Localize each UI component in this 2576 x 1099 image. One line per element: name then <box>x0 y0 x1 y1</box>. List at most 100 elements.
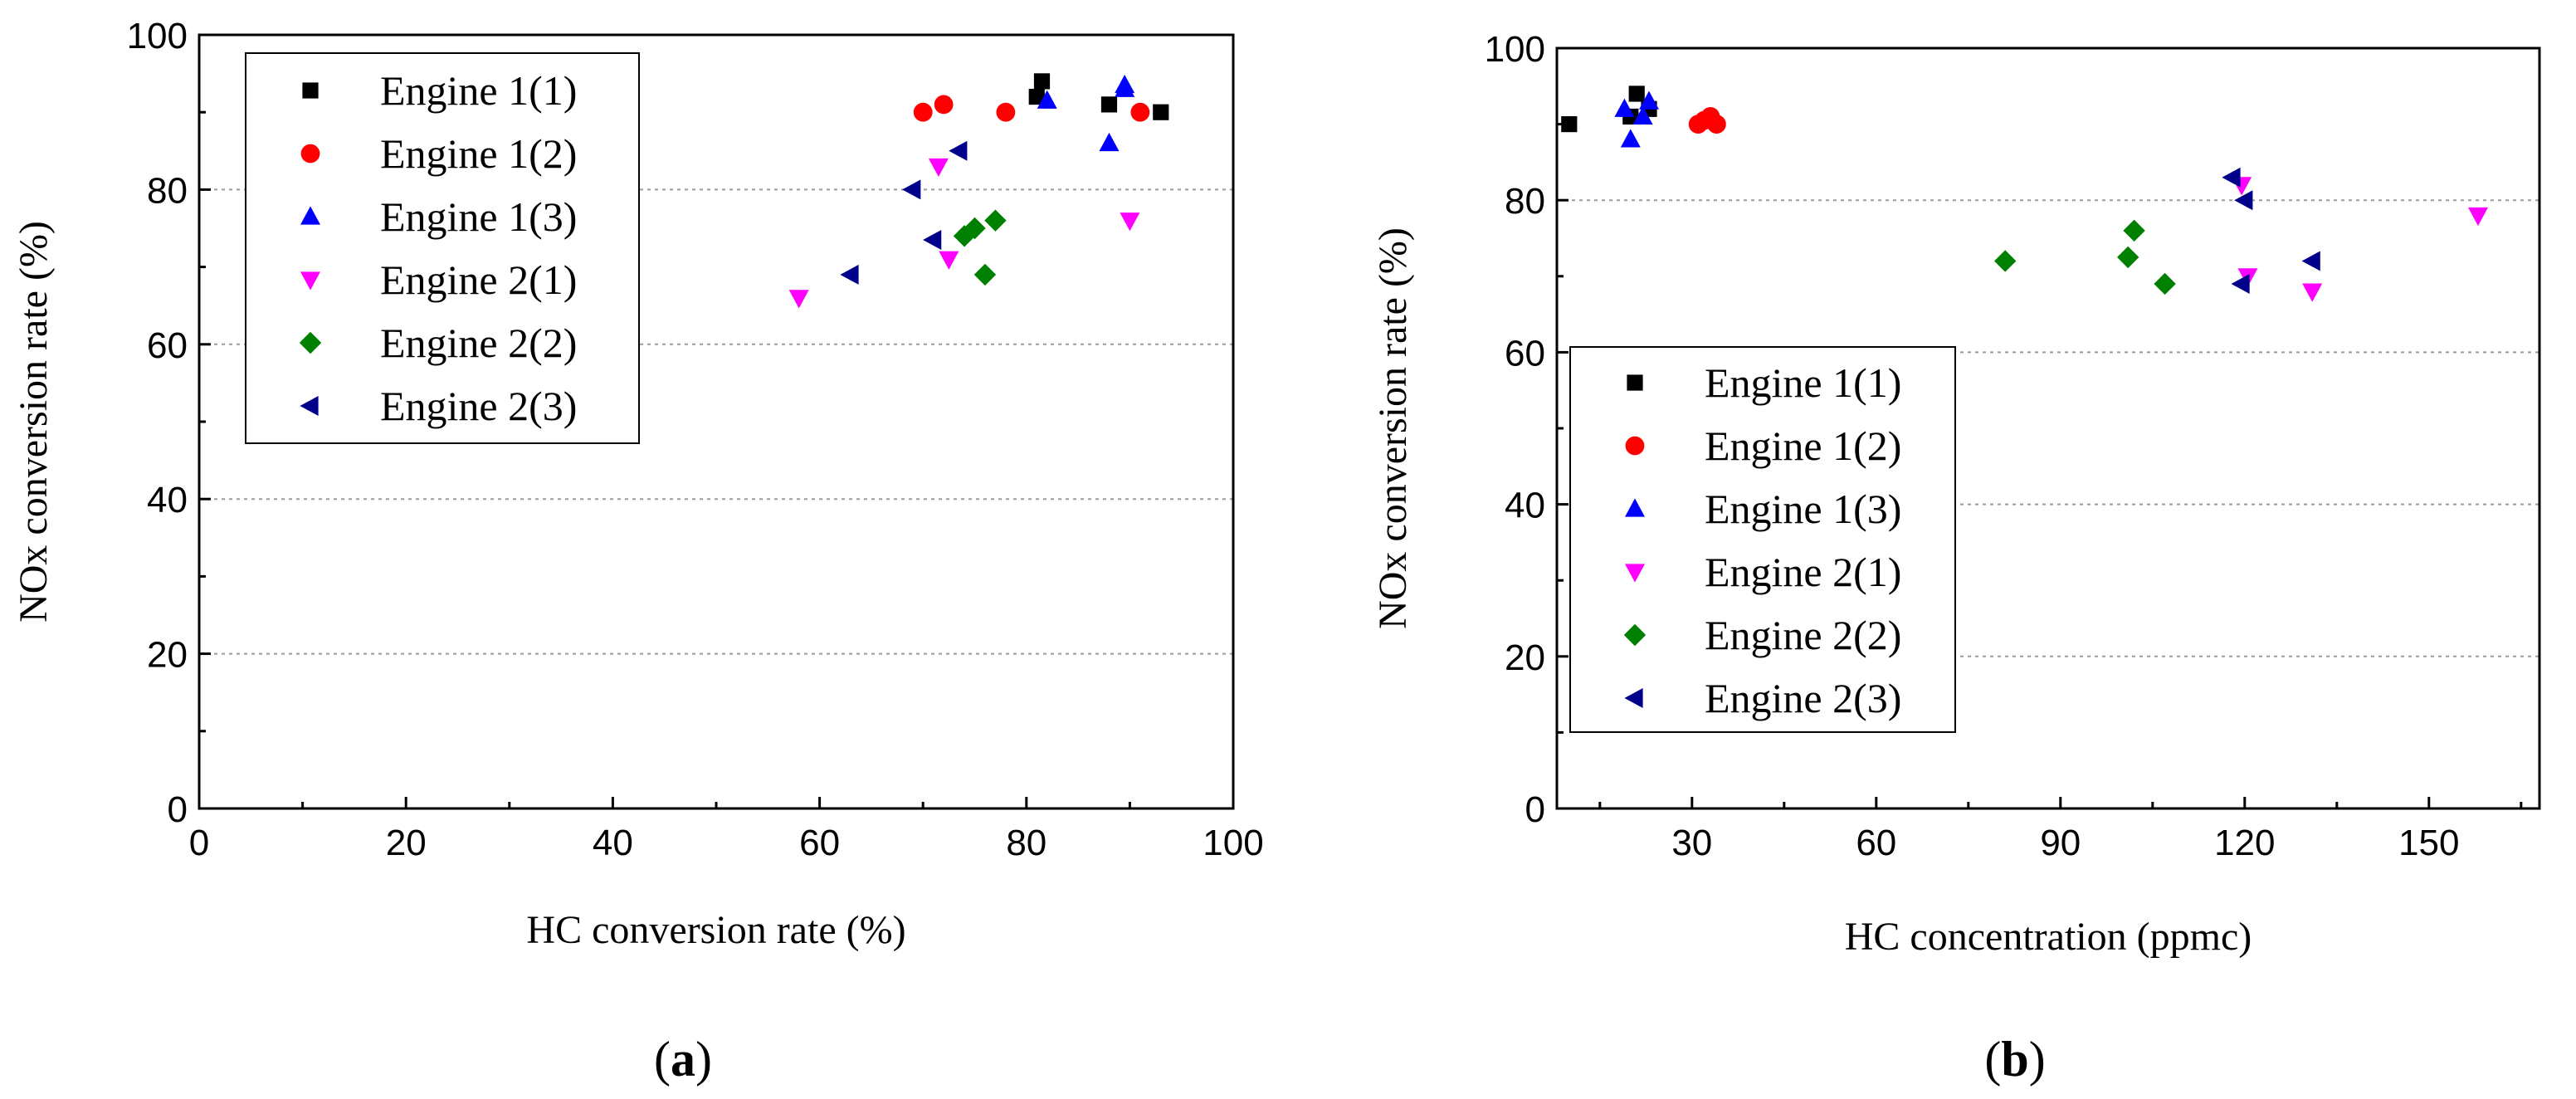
legend-item: Engine 1(1) <box>1627 359 1901 406</box>
data-point <box>840 264 859 285</box>
x-tick-label: 100 <box>1203 823 1263 863</box>
data-point <box>2301 251 2320 271</box>
y-tick-label: 0 <box>1525 789 1545 830</box>
legend-marker <box>302 82 319 99</box>
data-point <box>913 102 933 122</box>
data-point <box>949 140 968 161</box>
caption-letter: b <box>2001 1032 2028 1087</box>
legend-marker <box>1625 498 1645 517</box>
data-point <box>934 95 954 115</box>
y-tick-label: 0 <box>168 789 188 830</box>
legend-marker <box>300 144 320 164</box>
data-point <box>1130 102 1150 122</box>
legend-marker <box>1627 374 1643 391</box>
x-tick-label: 0 <box>189 823 209 863</box>
caption-open-paren: ( <box>1984 1032 2001 1087</box>
caption-close-paren: ) <box>695 1032 712 1087</box>
y-tick-label: 20 <box>147 635 188 676</box>
data-point <box>1561 116 1578 133</box>
data-point <box>1115 78 1135 97</box>
legend-item: Engine 2(1) <box>300 256 577 303</box>
chart-panel-a: 0 20 40 60 80 100 0 20 40 60 80 100 HC conversion ra… <box>12 16 1264 1087</box>
data-point <box>1639 90 1659 110</box>
x-axis: 30 60 90 120 150 <box>1598 797 2523 863</box>
y-tick-label: 100 <box>127 16 188 56</box>
data-point <box>1100 96 1118 113</box>
series-engine-2-2- <box>1994 219 2176 296</box>
y-axis: 0 20 40 60 80 100 <box>127 16 211 830</box>
chart-panel-b: 30 60 90 120 150 0 20 40 60 80 100 HC concentration… <box>1371 29 2541 1087</box>
y-axis-label: NOx conversion rate (%) <box>1371 227 1415 629</box>
y-axis: 0 20 40 60 80 100 <box>1485 29 1569 830</box>
y-tick-label: 40 <box>1505 486 1545 526</box>
data-point <box>923 229 942 250</box>
series-engine-2-3- <box>2222 167 2320 294</box>
x-axis-label: HC conversion rate (%) <box>526 908 905 952</box>
legend-item: Engine 1(3) <box>300 193 577 240</box>
legend-label: Engine 1(2) <box>1705 423 1901 469</box>
legend-item: Engine 2(3) <box>1624 675 1901 721</box>
data-point <box>2154 272 2176 296</box>
legend-box <box>1569 346 1956 733</box>
legend-label: Engine 1(3) <box>380 193 577 240</box>
legend-item: Engine 1(2) <box>300 130 577 177</box>
legend-label: Engine 1(1) <box>1705 359 1901 406</box>
legend-item: Engine 2(1) <box>1625 549 1901 595</box>
y-tick-label: 20 <box>1505 637 1545 678</box>
data-point <box>2302 283 2323 302</box>
data-point <box>1099 132 1120 152</box>
legend-box <box>245 52 640 444</box>
y-tick-label: 80 <box>1505 181 1545 222</box>
data-point <box>984 209 1007 232</box>
legend-marker <box>1623 623 1647 647</box>
x-axis: 0 20 40 60 80 100 <box>189 797 1264 863</box>
legend-marker <box>300 206 320 225</box>
y-tick-label: 60 <box>1505 333 1545 374</box>
data-point <box>1620 129 1641 148</box>
legend-label: Engine 1(2) <box>380 130 577 177</box>
legend-label: Engine 1(3) <box>1705 486 1901 532</box>
legend-item: Engine 1(1) <box>302 67 577 114</box>
data-point <box>1628 85 1645 102</box>
y-tick-label: 40 <box>147 480 188 520</box>
legend-label: Engine 2(1) <box>380 256 577 303</box>
series-engine-2-1- <box>2232 177 2488 302</box>
series-engine-1-1- <box>1028 73 1169 120</box>
series-engine-1-2- <box>913 95 1150 122</box>
legend-item: Engine 1(2) <box>1625 423 1901 469</box>
data-point <box>2222 167 2241 188</box>
data-point <box>1037 90 1057 109</box>
legend-marker <box>299 331 322 354</box>
series-engine-1-3- <box>1037 74 1135 152</box>
y-tick-label: 100 <box>1485 29 1545 70</box>
legend: Engine 1(1) Engine 1(2) Engine 1(3) Engine … <box>245 52 640 444</box>
legend: Engine 1(1) Engine 1(2) Engine 1(3) Engine … <box>1569 346 1956 733</box>
y-axis-label: NOx conversion rate (%) <box>12 221 56 623</box>
caption-letter: a <box>671 1032 695 1087</box>
data-point <box>2117 246 2139 269</box>
data-point <box>996 102 1016 122</box>
data-point <box>902 179 921 200</box>
series-engine-2-3- <box>840 140 968 285</box>
data-point <box>1994 250 2017 272</box>
x-tick-label: 80 <box>1006 823 1046 863</box>
legend-marker <box>1625 436 1645 456</box>
panel-caption: (a) <box>654 1032 712 1087</box>
data-point <box>1120 212 1140 232</box>
data-point <box>1028 88 1045 105</box>
data-point <box>928 158 949 178</box>
x-tick-label: 30 <box>1671 823 1712 863</box>
data-point <box>1033 73 1051 90</box>
y-tick-label: 80 <box>147 170 188 211</box>
legend-label: Engine 2(3) <box>380 383 577 429</box>
panel-caption: (b) <box>1984 1032 2045 1087</box>
data-point <box>2468 207 2488 227</box>
legend-item: Engine 2(2) <box>299 320 577 366</box>
data-point <box>1153 104 1169 120</box>
x-tick-label: 120 <box>2214 823 2275 863</box>
legend-marker <box>1625 564 1645 583</box>
x-tick-label: 20 <box>386 823 427 863</box>
data-point <box>964 217 986 240</box>
legend-label: Engine 2(2) <box>380 320 577 366</box>
data-point <box>2123 219 2145 242</box>
